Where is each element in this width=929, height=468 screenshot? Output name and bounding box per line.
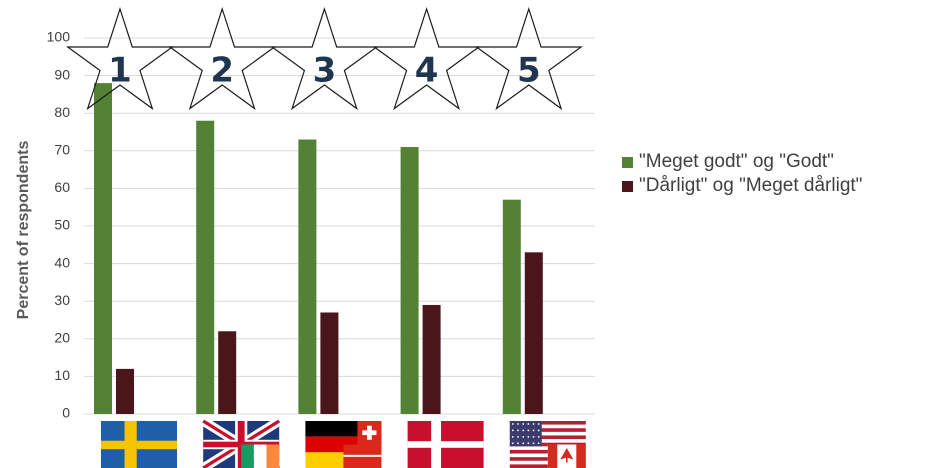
flag-group [101,421,177,468]
legend-item-positive: "Meget godt" og "Godt" [622,150,862,174]
bar [502,199,521,414]
flag-group [200,417,282,468]
legend-label-positive: "Meget godt" og "Godt" [639,151,834,172]
y-tick-label: 40 [54,254,70,270]
bar [94,83,112,415]
star-icon [168,7,277,111]
flag-group [509,421,586,468]
rank-number: 4 [415,51,439,91]
flag-group [305,421,382,468]
country-flags [101,417,586,468]
y-tick-label: 10 [54,367,70,383]
bar [422,304,441,414]
rank-stars: 1 2 3 4 5 [65,7,583,111]
bar [218,331,237,414]
y-tick-label: 90 [54,66,70,82]
y-axis-label: Percent of respondents [15,141,32,320]
bars [94,83,543,415]
rank-number: 3 [313,51,337,91]
y-tick-label: 70 [54,142,70,158]
grid [84,37,595,415]
y-tick-label: 80 [54,104,70,120]
bar [320,312,339,414]
star-icon [474,7,583,111]
y-tick-label: 50 [54,217,70,233]
star-icon [65,7,175,111]
legend-item-negative: "Dårligt" og "Meget dårligt" [622,174,862,198]
rank-number: 5 [517,51,541,91]
bar [298,139,317,414]
y-tick-label: 60 [54,179,70,195]
bar [196,120,215,414]
star-icon [270,7,379,111]
legend-swatch-positive [622,156,633,168]
flag-group [407,421,484,468]
bar [400,147,419,415]
legend-swatch-negative [622,180,633,192]
legend-label-negative: "Dårligt" og "Meget dårligt" [639,175,863,196]
legend: "Meget godt" og "Godt" "Dårligt" og "Meg… [622,150,862,198]
bar [116,368,134,414]
y-tick-label: 20 [54,330,70,346]
bar [524,252,543,414]
y-tick-label: 0 [62,405,70,421]
y-tick-label: 30 [54,292,70,308]
y-axis-ticks: 0 10 20 30 40 50 60 70 80 90 100 [47,29,71,421]
rank-number: 2 [210,51,234,91]
star-icon [372,7,481,111]
y-tick-label: 100 [47,29,71,45]
rank-number: 1 [108,51,132,91]
